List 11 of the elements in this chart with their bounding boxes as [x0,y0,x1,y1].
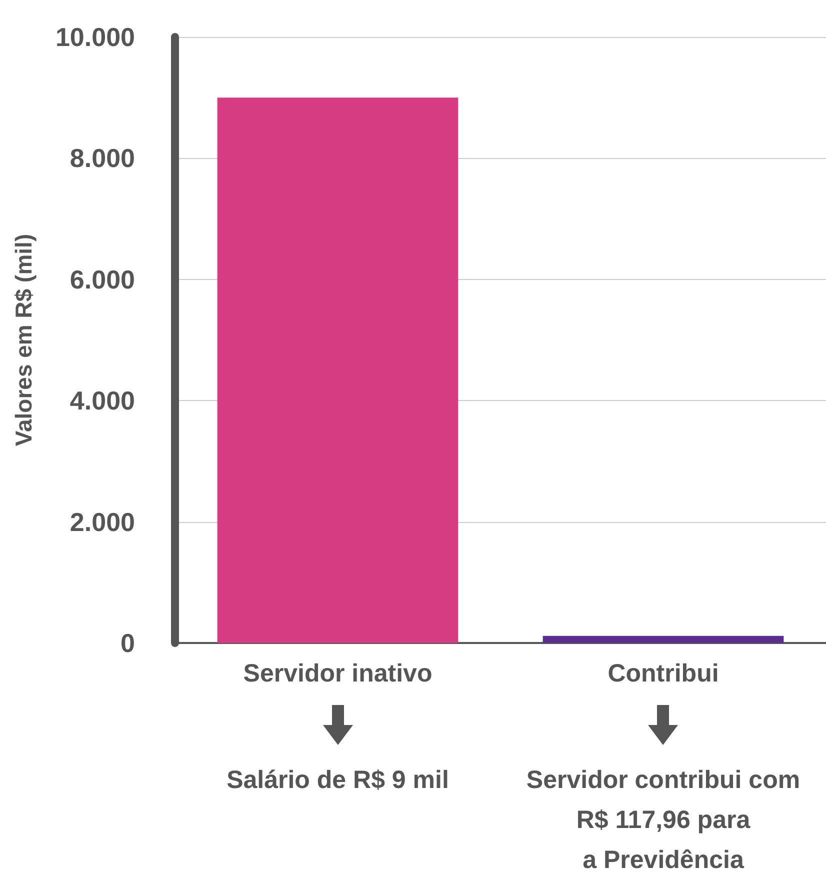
y-tick-label: 6.000 [70,264,135,294]
y-axis-title: Valores em R$ (mil) [10,234,36,446]
x-tick-label: Servidor inativo [243,660,432,688]
y-tick-label: 0 [120,628,135,658]
text: Servidor contribui com R$ 117,96 para a Previdência [525,765,802,876]
x-tick-label: Contribui [608,660,719,688]
y-tick-label: 8.000 [70,143,135,174]
y-tick-label: 10.000 [55,22,135,52]
y-tick-label: 2.000 [70,506,135,537]
text: Salário de R$ 9 mil [226,765,450,796]
y-tick-label: 4.000 [70,386,135,416]
